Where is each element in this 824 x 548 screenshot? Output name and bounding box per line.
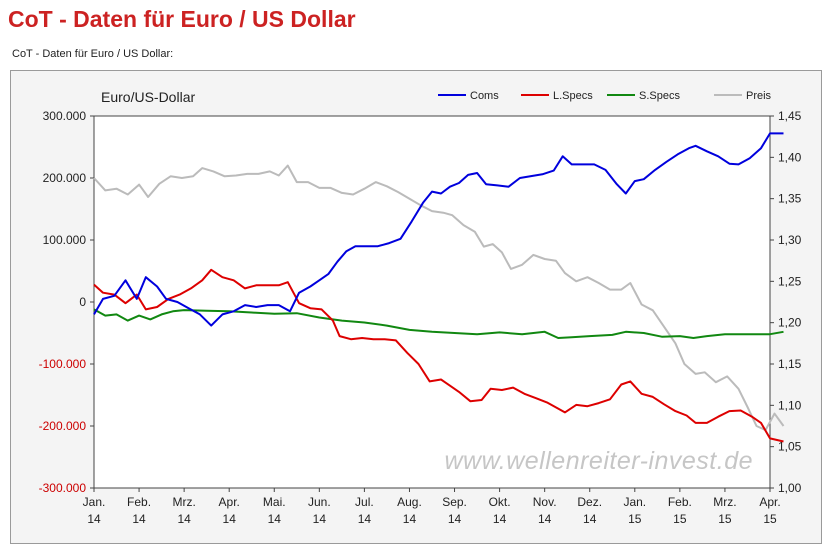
x-tick-label-month: Mrz. xyxy=(172,495,195,509)
x-tick-label-month: Mrz. xyxy=(713,495,736,509)
right-tick-label: 1,45 xyxy=(778,109,802,123)
series-line-preis xyxy=(93,164,785,432)
x-tick-label-month: Sep. xyxy=(442,495,467,509)
right-tick-label: 1,05 xyxy=(778,440,802,454)
chart-frame: Euro/US-Dollar www.wellenreiter-invest.d… xyxy=(10,70,822,544)
x-tick-label-month: Jun. xyxy=(308,495,331,509)
x-tick-label-year: 14 xyxy=(87,512,101,526)
x-tick-label-year: 15 xyxy=(763,512,777,526)
x-tick-label-year: 14 xyxy=(403,512,417,526)
left-tick-label: 200.000 xyxy=(43,171,87,185)
cot-line-chart: Euro/US-Dollar www.wellenreiter-invest.d… xyxy=(39,89,802,526)
x-tick-label-month: Nov. xyxy=(533,495,557,509)
x-tick-label-month: Jul. xyxy=(355,495,374,509)
right-tick-label: 1,10 xyxy=(778,398,802,412)
legend-label: Preis xyxy=(746,90,772,102)
right-tick-label: 1,00 xyxy=(778,481,802,495)
x-tick-label-month: Feb. xyxy=(127,495,151,509)
x-tick-label-month: Aug. xyxy=(397,495,422,509)
x-tick-label-month: Apr. xyxy=(759,495,780,509)
legend-label: Coms xyxy=(470,90,499,102)
page-title: CoT - Daten für Euro / US Dollar xyxy=(8,6,356,32)
x-axis: Jan. 14 Feb. 14 Mrz. 14 Apr. 14 Mai. 14 Jun. 14 Jul.… xyxy=(83,488,781,526)
left-tick-label: -300.000 xyxy=(39,481,87,495)
left-tick-label: 0 xyxy=(79,295,86,309)
plot-area xyxy=(93,115,771,489)
series-line-lspecs xyxy=(93,268,784,443)
x-tick-label-year: 15 xyxy=(673,512,687,526)
left-axis: 300.000 200.000 100.000 0 -100.000 -200.000 -3… xyxy=(39,109,94,495)
legend-label: S.Specs xyxy=(639,90,680,102)
x-tick-label-year: 14 xyxy=(493,512,507,526)
page-subtitle: CoT - Daten für Euro / US Dollar: xyxy=(12,48,174,60)
right-tick-label: 1,30 xyxy=(778,233,802,247)
x-tick-label-month: Mai. xyxy=(263,495,286,509)
x-tick-label-month: Feb. xyxy=(668,495,692,509)
left-tick-label: 300.000 xyxy=(43,109,87,123)
legend-label: L.Specs xyxy=(553,90,593,102)
watermark: www.wellenreiter-invest.de xyxy=(445,447,754,475)
series-lines xyxy=(93,132,785,443)
x-tick-label-year: 14 xyxy=(313,512,327,526)
x-tick-label-month: Apr. xyxy=(219,495,240,509)
left-tick-label: 100.000 xyxy=(43,233,87,247)
right-tick-label: 1,35 xyxy=(778,192,802,206)
right-tick-label: 1,40 xyxy=(778,150,802,164)
x-tick-label-month: Jan. xyxy=(83,495,106,509)
right-tick-label: 1,25 xyxy=(778,274,802,288)
legend: Coms L.Specs S.Specs Preis xyxy=(438,90,772,102)
x-tick-label-year: 14 xyxy=(268,512,282,526)
right-tick-label: 1,15 xyxy=(778,357,802,371)
right-tick-label: 1,20 xyxy=(778,316,802,330)
x-tick-label-month: Dez. xyxy=(577,495,602,509)
x-tick-label-year: 14 xyxy=(223,512,237,526)
x-tick-label-year: 15 xyxy=(718,512,732,526)
series-line-sspecs xyxy=(93,308,784,339)
x-tick-label-year: 15 xyxy=(628,512,642,526)
x-tick-label-month: Okt. xyxy=(489,495,511,509)
x-tick-label-year: 14 xyxy=(132,512,146,526)
x-tick-label-year: 14 xyxy=(538,512,552,526)
x-tick-label-year: 14 xyxy=(448,512,462,526)
x-tick-label-year: 14 xyxy=(583,512,597,526)
left-tick-label: -100.000 xyxy=(39,357,87,371)
left-tick-label: -200.000 xyxy=(39,419,87,433)
x-tick-label-month: Jan. xyxy=(623,495,646,509)
chart-title: Euro/US-Dollar xyxy=(101,89,195,105)
x-tick-label-year: 14 xyxy=(358,512,372,526)
series-line-coms xyxy=(93,132,784,327)
right-axis: 1,45 1,40 1,35 1,30 1,25 1,20 1,15 1,10 1,05 1,00 xyxy=(770,109,802,495)
x-tick-label-year: 14 xyxy=(177,512,191,526)
